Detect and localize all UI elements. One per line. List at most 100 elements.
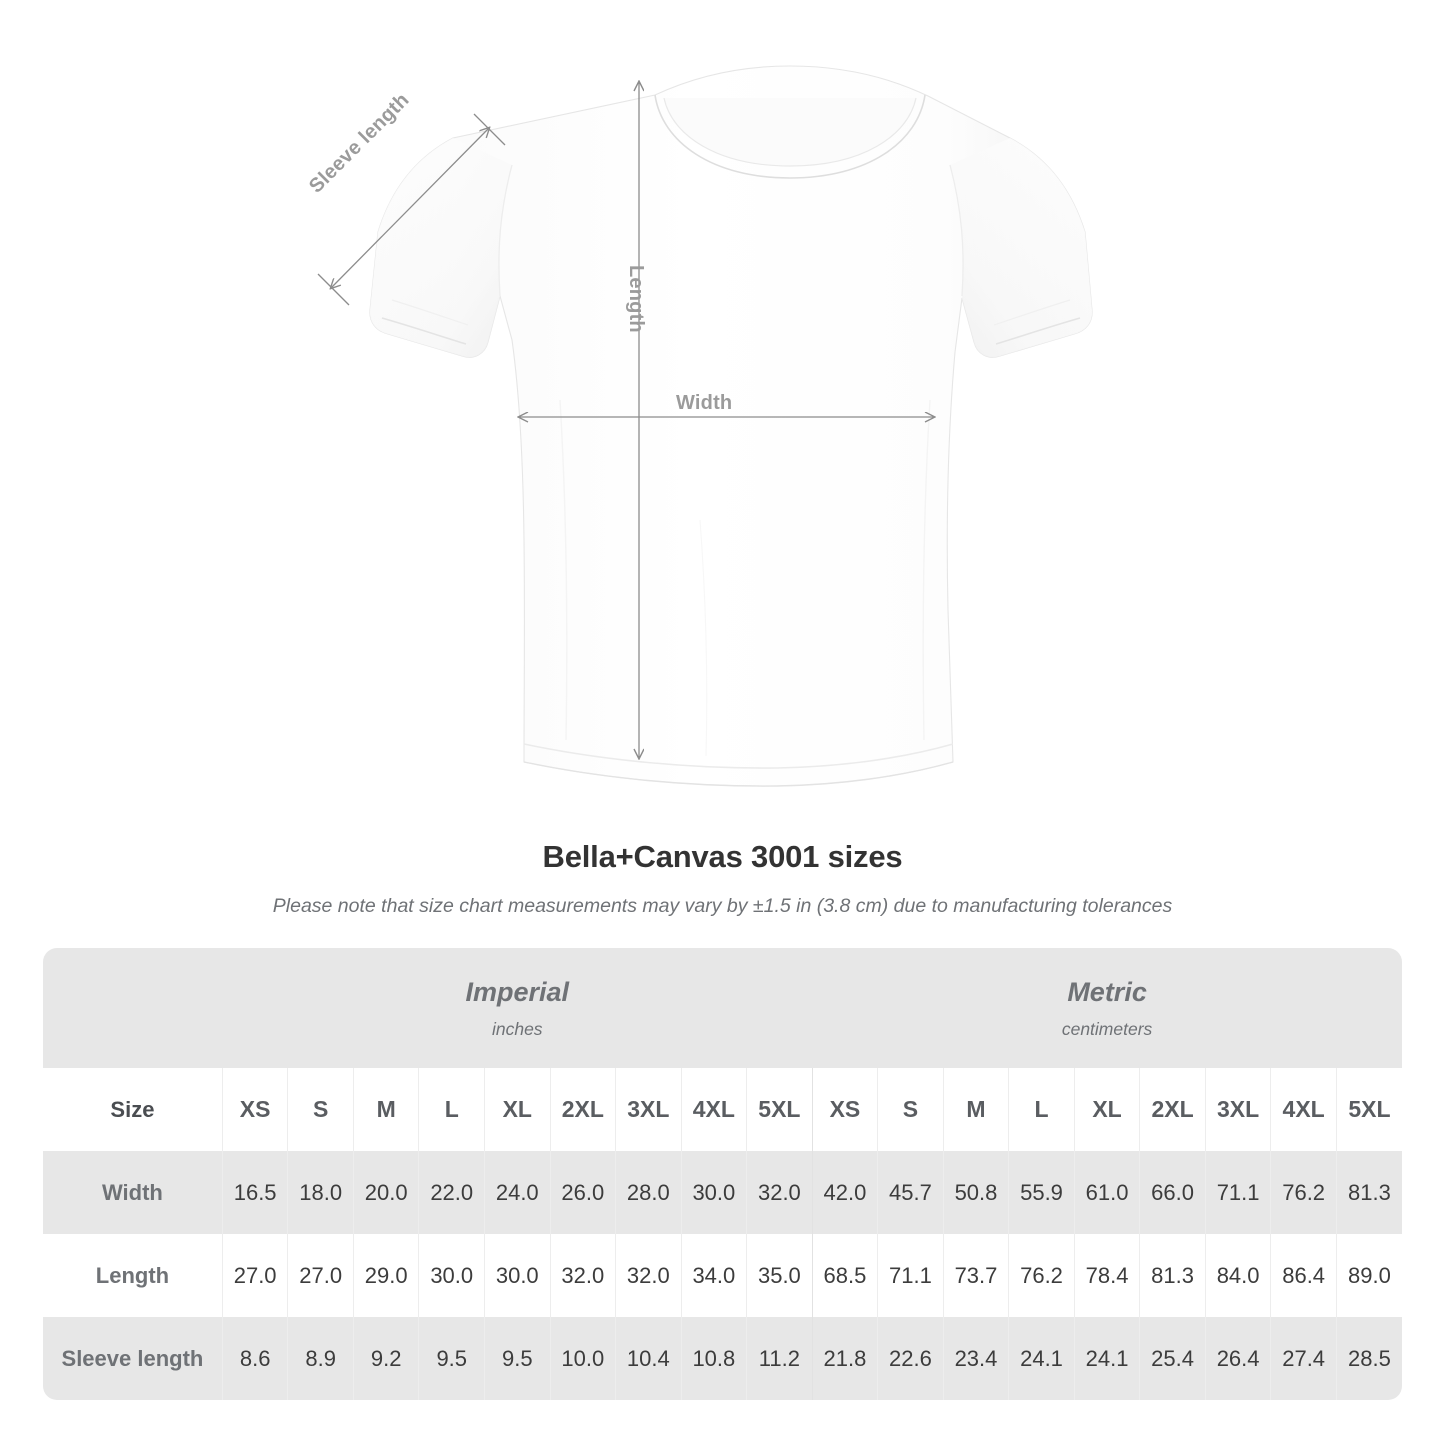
measurement-cell: 22.0 [418,1151,485,1234]
table-row: Sleeve length 8.6 8.9 9.2 9.5 9.5 10.0 10.4 10.8… [43,1317,1402,1400]
measurement-cell: 61.0 [1073,1151,1140,1234]
measurement-cell: 78.4 [1073,1234,1140,1317]
size-header-cell: 2XL [1139,1068,1206,1151]
size-header-cell: XS [811,1068,878,1151]
measurement-cell: 32.0 [549,1234,616,1317]
sleeve-arrow [331,128,489,288]
tolerance-note: Please note that size chart measurements… [272,895,1173,918]
size-header-cell: L [1008,1068,1075,1151]
measurement-cell: 76.2 [1270,1151,1337,1234]
table-row: Length 27.0 27.0 29.0 30.0 30.0 32.0 32.0 34.0 35… [43,1234,1402,1317]
page-title: Bella+Canvas 3001 sizes [542,839,903,874]
measurement-cell: 10.4 [615,1317,682,1400]
measurement-cell: 9.5 [418,1317,485,1400]
size-header-cell: 5XL [1335,1068,1402,1151]
size-header-cell: 4XL [1270,1068,1337,1151]
measurement-cell: 28.5 [1335,1317,1402,1400]
row-header-length: Length [43,1234,223,1317]
measurement-cell: 71.1 [877,1234,944,1317]
size-header-cell: 5XL [746,1068,813,1151]
measurement-cell: 22.6 [877,1317,944,1400]
measurement-cell: 50.8 [942,1151,1009,1234]
measurement-cell: 66.0 [1139,1151,1206,1234]
measurement-cell: 42.0 [811,1151,878,1234]
measurement-cell: 32.0 [746,1151,813,1234]
measurement-cell: 10.8 [680,1317,747,1400]
measurement-cell: 16.5 [221,1151,288,1234]
size-chart-table: Imperial inches Metric centimeters Size XS S M L… [43,948,1402,1400]
chart-heading-block: Bella+Canvas 3001 sizes Please note that… [0,838,1445,919]
size-header-cell: 2XL [549,1068,616,1151]
measurement-cell: 27.0 [221,1234,288,1317]
tshirt-illustration [317,65,1093,787]
measurement-cell: 76.2 [1008,1234,1075,1317]
measurement-cell: 8.9 [287,1317,354,1400]
measurement-cell: 86.4 [1270,1234,1337,1317]
measurement-cell: 45.7 [877,1151,944,1234]
unit-group-subtitle: inches [491,1018,543,1039]
size-header-cell: S [287,1068,354,1151]
size-header-cell: S [877,1068,944,1151]
measurement-cell: 21.8 [811,1317,878,1400]
measurement-cell: 24.0 [484,1151,551,1234]
row-header-width: Width [43,1151,223,1234]
size-header-cell: 3XL [615,1068,682,1151]
measurement-cell: 71.1 [1204,1151,1271,1234]
size-header-cell: M [942,1068,1009,1151]
tshirt-measurement-diagram: Sleeve length Length Width [305,65,1093,787]
measurement-cell: 24.1 [1073,1317,1140,1400]
tshirt-shape [369,65,1093,787]
unit-group-imperial: Imperial inches [222,948,813,1068]
unit-group-subtitle: centimeters [1061,1018,1153,1039]
measurement-cell: 29.0 [352,1234,419,1317]
measurement-cell: 27.4 [1270,1317,1337,1400]
measurement-cell: 27.0 [287,1234,354,1317]
sleeve-tick-top [473,113,506,146]
size-header-cell: M [352,1068,419,1151]
row-header-sleeve-length: Sleeve length [43,1317,223,1400]
measurement-lines [317,82,934,758]
measurement-cell: 30.0 [484,1234,551,1317]
size-header-cell: L [418,1068,485,1151]
size-header-cell: XL [484,1068,551,1151]
width-label: Width [676,392,733,414]
measurement-cell: 81.3 [1139,1234,1206,1317]
measurement-cell: 34.0 [680,1234,747,1317]
measurement-cell: 84.0 [1204,1234,1271,1317]
measurement-cell: 11.2 [746,1317,813,1400]
unit-group-name: Imperial [465,977,570,1008]
measurement-cell: 26.0 [549,1151,616,1234]
measurement-cell: 10.0 [549,1317,616,1400]
measurement-cell: 55.9 [1008,1151,1075,1234]
unit-banner-row: Imperial inches Metric centimeters [43,948,1402,1068]
length-label: Length [625,265,647,333]
unit-banner-spacer [43,948,223,1068]
measurement-cell: 20.0 [352,1151,419,1234]
unit-group-metric: Metric centimeters [812,948,1402,1068]
measurement-cell: 24.1 [1008,1317,1075,1400]
sleeve-tick-bottom [317,273,350,306]
unit-group-name: Metric [1067,977,1147,1008]
size-chart-table-container: Imperial inches Metric centimeters Size XS S M L… [43,948,1402,1400]
measurement-cell: 26.4 [1204,1317,1271,1400]
measurement-cell: 18.0 [287,1151,354,1234]
measurement-cell: 68.5 [811,1234,878,1317]
size-header-cell: XL [1073,1068,1140,1151]
measurement-cell: 28.0 [615,1151,682,1234]
measurement-cell: 89.0 [1335,1234,1402,1317]
measurement-cell: 9.5 [484,1317,551,1400]
size-header-cell: 3XL [1204,1068,1271,1151]
measurement-cell: 25.4 [1139,1317,1206,1400]
measurement-cell: 30.0 [680,1151,747,1234]
table-header-row: Size XS S M L XL 2XL 3XL 4XL 5XL XS S M L XL 2XL 3XL 4XL 5… [43,1068,1402,1151]
table-row: Width 16.5 18.0 20.0 22.0 24.0 26.0 28.0 30.0 32.… [43,1151,1402,1234]
size-header-cell: XS [221,1068,288,1151]
measurement-cell: 73.7 [942,1234,1009,1317]
measurement-cell: 35.0 [746,1234,813,1317]
measurement-cell: 8.6 [221,1317,288,1400]
measurement-cell: 9.2 [352,1317,419,1400]
measurement-cell: 32.0 [615,1234,682,1317]
measurement-cell: 81.3 [1335,1151,1402,1234]
measurement-cell: 23.4 [942,1317,1009,1400]
column-header-size: Size [43,1068,223,1151]
